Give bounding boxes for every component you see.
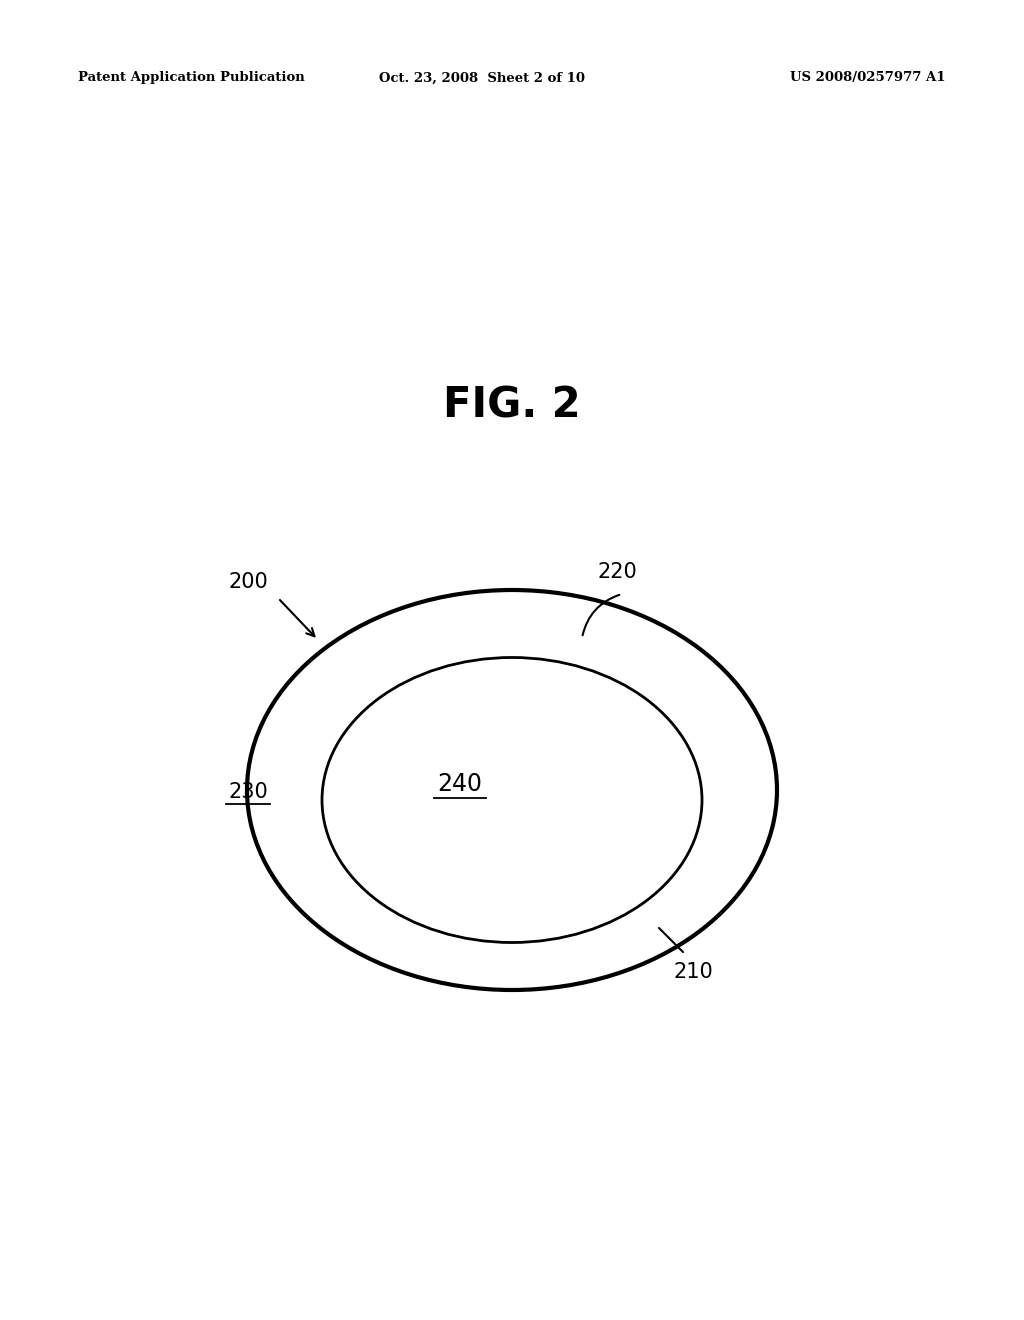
Text: Patent Application Publication: Patent Application Publication — [78, 71, 305, 84]
Text: 200: 200 — [228, 572, 268, 591]
Text: US 2008/0257977 A1: US 2008/0257977 A1 — [791, 71, 946, 84]
Text: FIG. 2: FIG. 2 — [443, 384, 581, 426]
Text: 210: 210 — [673, 962, 713, 982]
Text: 220: 220 — [597, 562, 637, 582]
Text: 240: 240 — [437, 772, 482, 796]
Text: 230: 230 — [228, 781, 268, 803]
Text: Oct. 23, 2008  Sheet 2 of 10: Oct. 23, 2008 Sheet 2 of 10 — [379, 71, 585, 84]
